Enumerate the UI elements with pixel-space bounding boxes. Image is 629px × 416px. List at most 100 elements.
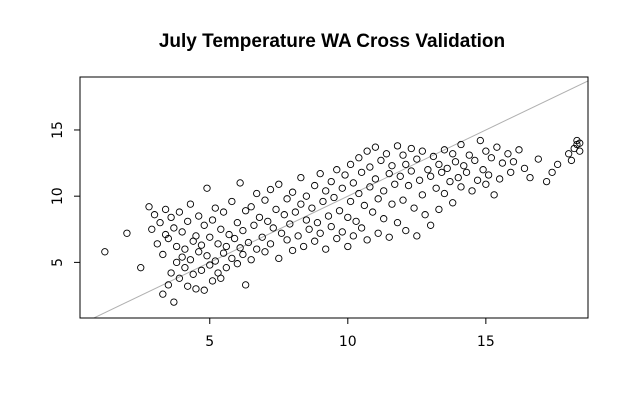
data-point xyxy=(283,195,291,203)
data-point xyxy=(471,156,479,165)
data-point xyxy=(250,221,258,229)
data-point xyxy=(197,266,206,274)
data-point xyxy=(565,150,573,158)
data-point xyxy=(338,228,346,236)
x-tick-label: 5 xyxy=(205,334,214,350)
data-point xyxy=(222,264,230,272)
data-point xyxy=(261,196,269,204)
data-point xyxy=(357,168,366,176)
data-point xyxy=(156,219,164,227)
data-point xyxy=(509,158,518,166)
data-point xyxy=(520,164,529,173)
data-point xyxy=(203,184,211,192)
data-point xyxy=(181,264,189,272)
data-point xyxy=(567,156,576,165)
data-point xyxy=(402,226,410,235)
data-point xyxy=(468,187,476,195)
data-point xyxy=(465,151,473,159)
data-point xyxy=(413,232,421,240)
data-point xyxy=(233,219,242,227)
data-point xyxy=(462,168,471,176)
data-point xyxy=(241,281,250,289)
data-point xyxy=(418,191,426,199)
data-point xyxy=(385,170,393,178)
data-point xyxy=(219,208,228,216)
data-point xyxy=(302,192,311,200)
data-point xyxy=(457,140,465,149)
plot-area: 5 10 15 5 10 15 xyxy=(50,76,589,350)
data-point xyxy=(443,164,451,173)
data-point xyxy=(327,222,335,231)
data-point xyxy=(344,242,352,251)
data-point xyxy=(217,274,225,282)
data-point xyxy=(366,183,374,191)
data-point xyxy=(311,181,319,190)
data-point xyxy=(484,171,493,179)
data-point xyxy=(164,281,173,289)
x-tick-label: 15 xyxy=(477,334,495,350)
data-point xyxy=(402,160,410,169)
data-point xyxy=(451,158,460,166)
data-point xyxy=(172,258,181,267)
data-point xyxy=(305,225,313,233)
data-point xyxy=(393,219,402,227)
data-point xyxy=(148,225,156,233)
data-point xyxy=(222,242,230,251)
data-point xyxy=(440,189,449,198)
data-point xyxy=(217,225,225,233)
identity-reference-line xyxy=(92,80,588,318)
data-point xyxy=(308,204,316,212)
data-point xyxy=(192,232,200,240)
data-point xyxy=(460,162,468,170)
data-point xyxy=(200,286,208,294)
data-point xyxy=(186,200,195,208)
data-point xyxy=(170,298,178,306)
data-point xyxy=(385,233,393,241)
data-point xyxy=(438,168,446,176)
data-point xyxy=(457,183,465,191)
data-point xyxy=(341,171,349,179)
data-point xyxy=(473,176,482,184)
data-point xyxy=(181,245,189,253)
data-point xyxy=(335,207,344,215)
data-point xyxy=(346,160,355,169)
chart-title: July Temperature WA Cross Validation xyxy=(159,31,505,52)
data-point xyxy=(421,211,429,219)
data-point xyxy=(311,237,319,245)
data-point xyxy=(233,260,242,268)
data-point xyxy=(371,143,380,151)
data-point xyxy=(288,246,297,255)
data-point xyxy=(253,189,261,198)
data-point xyxy=(490,191,498,199)
data-point xyxy=(150,211,159,219)
data-point xyxy=(418,147,426,155)
data-point xyxy=(266,185,275,194)
data-point xyxy=(393,142,402,150)
data-point xyxy=(399,151,407,159)
data-point xyxy=(382,150,391,158)
data-point xyxy=(228,197,236,206)
data-point xyxy=(299,242,308,251)
data-point xyxy=(200,221,208,229)
data-point xyxy=(316,229,324,237)
data-point xyxy=(195,248,203,256)
data-point xyxy=(355,189,363,198)
data-point xyxy=(360,201,369,210)
data-point xyxy=(435,160,443,169)
data-point xyxy=(542,177,551,186)
data-point xyxy=(534,155,542,163)
data-point xyxy=(410,204,418,212)
data-point xyxy=(319,197,327,206)
data-point xyxy=(313,219,322,227)
data-point xyxy=(283,236,291,244)
data-point xyxy=(404,181,413,190)
data-point xyxy=(344,213,352,222)
data-point xyxy=(435,205,443,214)
data-point xyxy=(153,240,161,248)
data-point xyxy=(380,215,388,223)
data-point xyxy=(189,270,197,278)
data-point xyxy=(206,233,214,241)
data-point xyxy=(479,166,487,174)
data-point xyxy=(371,175,380,183)
